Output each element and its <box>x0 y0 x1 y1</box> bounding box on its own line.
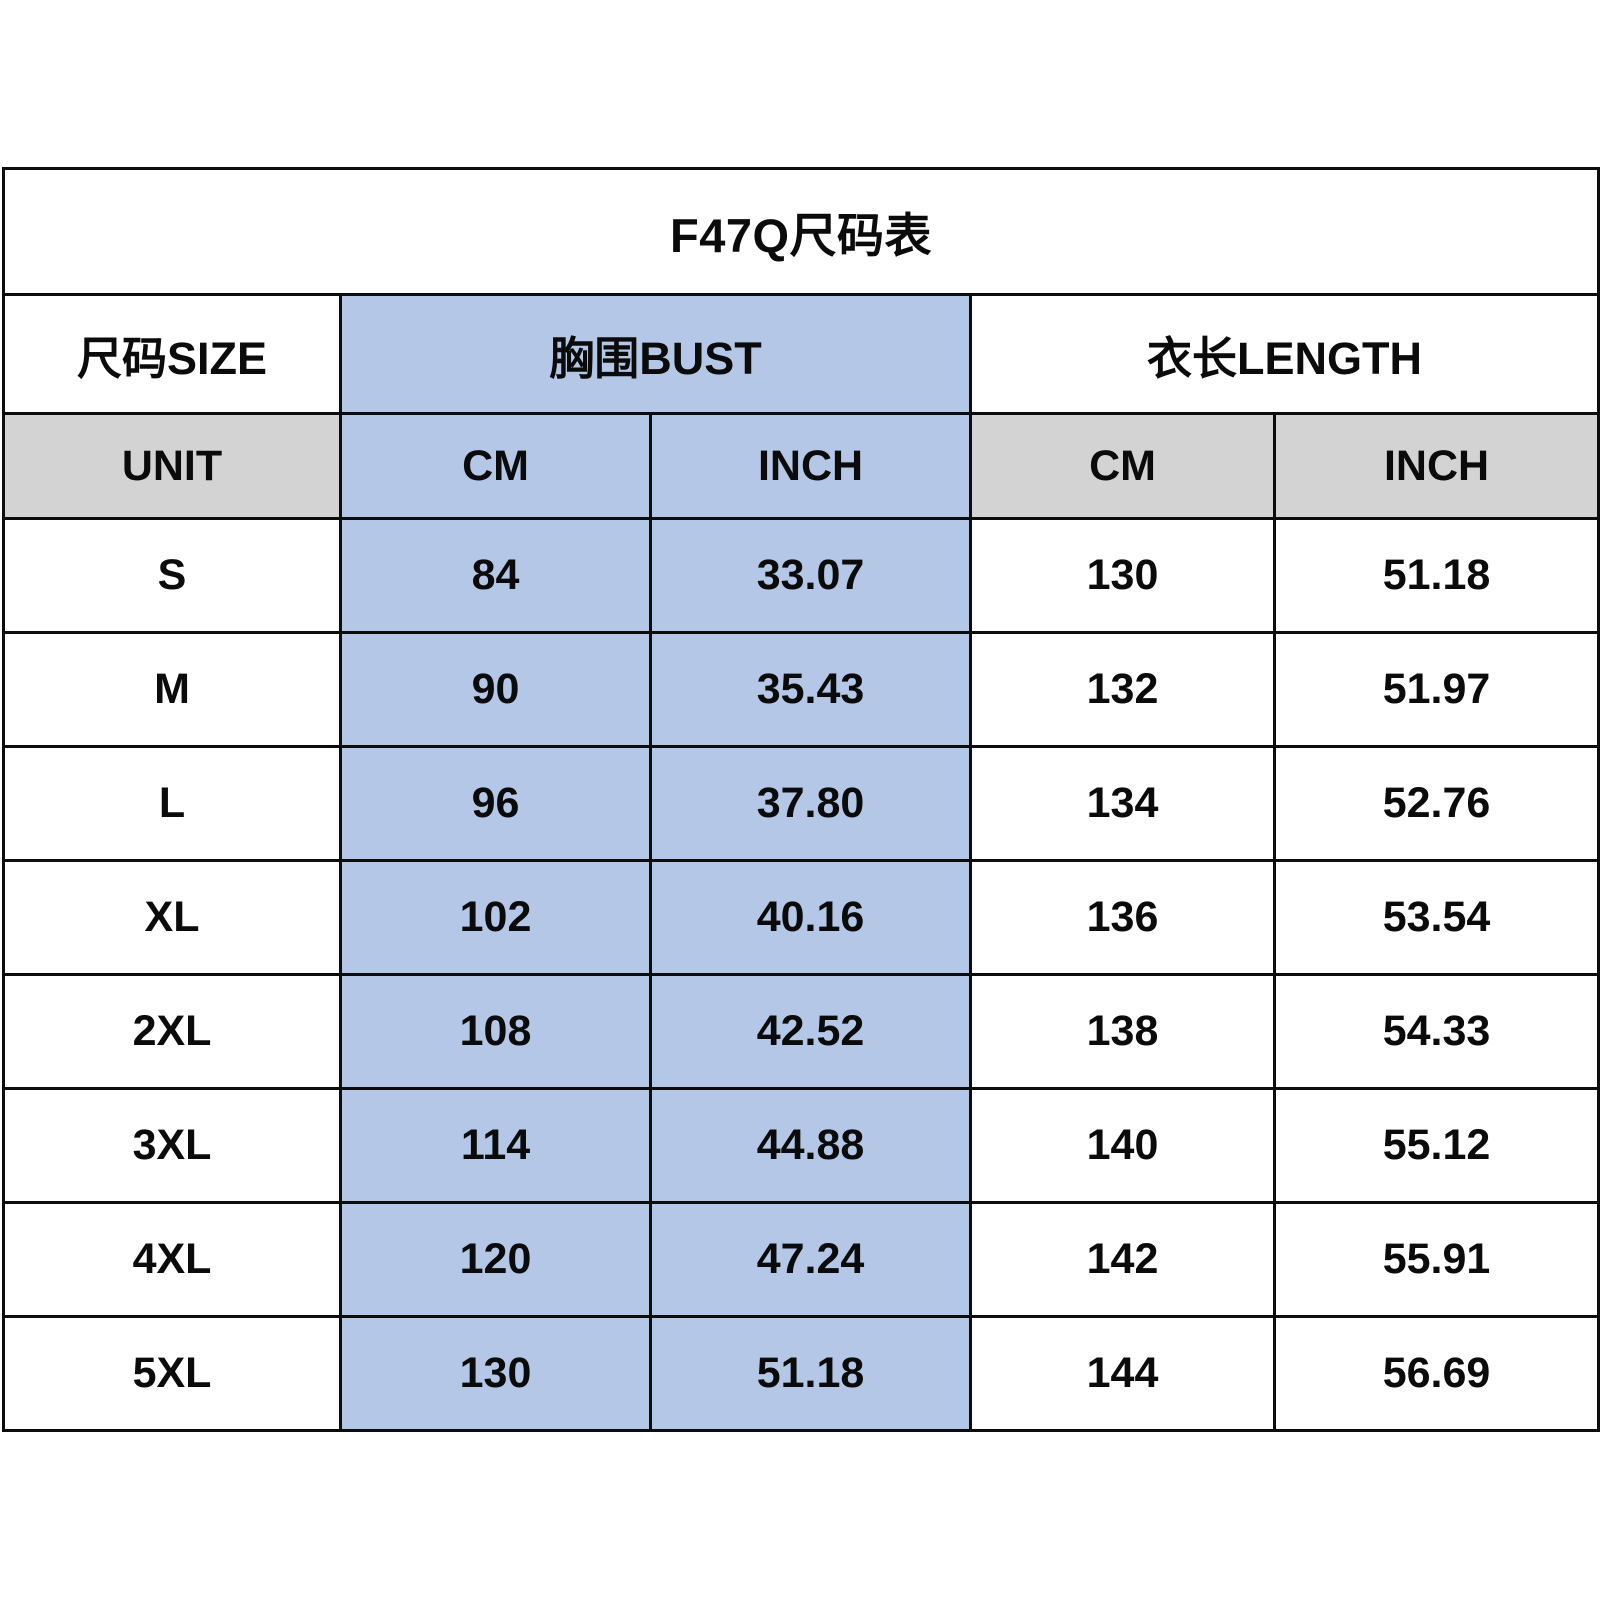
cell-size: XL <box>2 859 342 976</box>
cell-bust-cm: 102 <box>339 859 652 976</box>
cell-length-cm: 138 <box>969 973 1276 1090</box>
title-row: F47Q尺码表 <box>1 167 1600 296</box>
cell-bust-inch: 35.43 <box>649 631 972 748</box>
table-row: XL 102 40.16 136 53.54 <box>2 859 1600 976</box>
cell-bust-cm: 108 <box>339 973 652 1090</box>
cell-length-inch: 51.97 <box>1272 631 1600 748</box>
cell-bust-inch: 51.18 <box>649 1315 972 1432</box>
cell-size: 4XL <box>2 1201 342 1318</box>
cell-length-cm: 132 <box>969 631 1276 748</box>
cell-bust-cm: 90 <box>339 631 652 748</box>
cell-bust-inch: 42.52 <box>649 973 972 1090</box>
cell-size: 3XL <box>2 1087 342 1204</box>
cell-size: L <box>2 745 342 862</box>
column-group-bust: 胸围BUST <box>339 293 972 415</box>
unit-bust-cm: CM <box>339 412 652 520</box>
column-group-size: 尺码SIZE <box>2 293 342 415</box>
size-chart-container: F47Q尺码表 尺码SIZE 胸围BUST 衣长LENGTH UNIT CM I… <box>1 167 1600 1432</box>
unit-length-cm: CM <box>969 412 1276 520</box>
cell-length-inch: 56.69 <box>1272 1315 1600 1432</box>
table-row: L 96 37.80 134 52.76 <box>2 745 1600 862</box>
unit-length-inch: INCH <box>1272 412 1600 520</box>
column-group-length: 衣长LENGTH <box>968 293 1600 415</box>
cell-length-cm: 140 <box>969 1087 1276 1204</box>
cell-bust-inch: 37.80 <box>649 745 972 862</box>
cell-bust-cm: 130 <box>339 1315 652 1432</box>
cell-size: 2XL <box>2 973 342 1090</box>
cell-length-inch: 51.18 <box>1272 517 1600 634</box>
table-row: M 90 35.43 132 51.97 <box>2 631 1600 748</box>
cell-length-inch: 54.33 <box>1272 973 1600 1090</box>
cell-length-inch: 55.12 <box>1272 1087 1600 1204</box>
cell-bust-cm: 96 <box>339 745 652 862</box>
cell-length-inch: 52.76 <box>1272 745 1600 862</box>
cell-length-cm: 142 <box>969 1201 1276 1318</box>
cell-size: S <box>2 517 342 634</box>
size-chart-table: F47Q尺码表 尺码SIZE 胸围BUST 衣长LENGTH UNIT CM I… <box>1 167 1600 1432</box>
cell-bust-cm: 114 <box>339 1087 652 1204</box>
cell-length-cm: 136 <box>969 859 1276 976</box>
cell-bust-inch: 47.24 <box>649 1201 972 1318</box>
cell-bust-inch: 44.88 <box>649 1087 972 1204</box>
unit-bust-inch: INCH <box>649 412 972 520</box>
chart-title: F47Q尺码表 <box>1 167 1600 296</box>
cell-length-cm: 134 <box>969 745 1276 862</box>
cell-bust-inch: 33.07 <box>649 517 972 634</box>
table-row: 5XL 130 51.18 144 56.69 <box>2 1315 1600 1432</box>
cell-length-inch: 53.54 <box>1272 859 1600 976</box>
table-row: S 84 33.07 130 51.18 <box>2 517 1600 634</box>
group-header-row: 尺码SIZE 胸围BUST 衣长LENGTH <box>2 293 1600 415</box>
table-row: 4XL 120 47.24 142 55.91 <box>2 1201 1600 1318</box>
cell-length-inch: 55.91 <box>1272 1201 1600 1318</box>
unit-label: UNIT <box>2 412 342 520</box>
cell-size: 5XL <box>2 1315 342 1432</box>
cell-bust-inch: 40.16 <box>649 859 972 976</box>
table-row: 3XL 114 44.88 140 55.12 <box>2 1087 1600 1204</box>
cell-bust-cm: 120 <box>339 1201 652 1318</box>
cell-bust-cm: 84 <box>339 517 652 634</box>
cell-length-cm: 130 <box>969 517 1276 634</box>
cell-size: M <box>2 631 342 748</box>
size-chart-body: F47Q尺码表 尺码SIZE 胸围BUST 衣长LENGTH UNIT CM I… <box>1 167 1600 1432</box>
unit-row: UNIT CM INCH CM INCH <box>2 412 1600 520</box>
table-row: 2XL 108 42.52 138 54.33 <box>2 973 1600 1090</box>
cell-length-cm: 144 <box>969 1315 1276 1432</box>
